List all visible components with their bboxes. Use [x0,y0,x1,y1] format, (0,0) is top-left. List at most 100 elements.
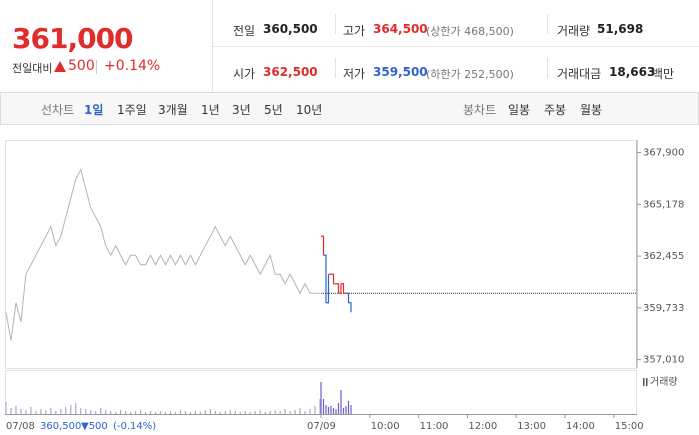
volume-bar [95,411,97,414]
volume-bar [174,412,177,414]
price-segment [326,274,330,304]
volume-bar [294,410,296,414]
volume-bar [169,411,172,414]
volume-bar [309,409,311,414]
volume-bar [332,408,335,414]
legend-change: ▼500 [81,421,108,432]
volume-bar [319,399,321,414]
volume-bar [159,411,162,414]
volume-bar [234,411,236,414]
y-tick-label: 367,900 [643,148,684,159]
volume-bar [45,410,47,414]
volume-bar [325,405,327,414]
volume-bar [342,408,345,414]
volume-bar [254,411,256,414]
volume-bar [284,409,286,414]
volume-bar [219,412,221,414]
volume-bar [15,406,17,414]
legend-change-pct: (-0.14%) [113,421,156,432]
stat-value: 359,500 [373,65,428,79]
volume-bar [314,406,316,414]
volume-bar [350,405,352,414]
volume-bar [80,408,82,414]
volume-bar [20,409,22,414]
volume-bar [259,410,261,414]
up-arrow [54,61,66,72]
volume-bar [115,412,117,414]
quote-header: 361,000 전일대비 500 +0.14% 전일 360,500 고가 36… [0,0,699,93]
volume-bar [149,411,152,414]
volume-bar [60,409,62,414]
volume-bar [345,406,347,414]
x-tick-label: 15:00 [615,421,644,432]
volume-bar [199,412,201,414]
volume-bar [269,411,271,414]
y-tick-label: 359,733 [643,303,684,314]
volume-bar [322,399,325,414]
volume-bar [10,408,12,414]
price-segment [321,235,325,256]
x-tick-label: 10:00 [371,421,400,432]
volume-bar [35,411,37,414]
volume-bar [289,411,291,414]
volume-bar [340,390,342,414]
period-tab[interactable]: 1일 [84,103,104,117]
volume-bar [110,411,112,414]
divider [212,0,213,92]
stat-value: 360,500 [263,22,318,36]
x-tick-label: 11:00 [420,421,449,432]
volume-bar [337,403,340,414]
divider [547,58,548,78]
candle-tab[interactable]: 주봉 [544,103,567,117]
period-tab[interactable]: 3년 [232,103,251,117]
plot-frame [5,140,637,369]
volume-bar [299,408,301,414]
volume-icon [646,378,648,386]
volume-bar [65,407,67,414]
period-tab[interactable]: 1주일 [117,103,147,117]
stat-note: (상한가 468,500) [426,25,514,38]
volume-bar [30,407,32,414]
stat-value: 364,500 [373,22,428,36]
volume-bar [304,411,306,414]
stat-label: 저가 [343,67,366,81]
volume-bar [164,412,167,414]
divider [335,14,336,34]
volume-bar [130,412,132,414]
period-tab[interactable]: 1년 [201,103,220,117]
period-tab[interactable]: 10년 [296,103,323,117]
volume-bar [55,411,57,414]
stat-label: 전일 [233,24,256,38]
tab-bar: 선차트 1일 1주일 3개월 1년 3년 5년 10년 봉차트 일봉 주봉 월봉 [0,92,699,125]
volume-bar [134,411,137,414]
price-line [5,168,320,341]
change: 500 [68,58,95,74]
volume-bar [204,410,206,414]
candle-tab[interactable]: 월봉 [580,103,603,117]
volume-bar [194,411,196,414]
volume-bar [50,408,52,414]
candle-tab[interactable]: 일봉 [508,103,531,117]
divider [547,14,548,34]
volume-bar [244,411,246,414]
volume-bar [75,403,77,414]
price-segment [336,283,340,294]
price-segment [331,273,335,284]
volume-bar [229,410,231,414]
volume-bar [125,411,127,414]
volume-bar [139,410,142,414]
period-tab[interactable]: 5년 [264,103,283,117]
volume-bar [120,410,122,414]
volume-bar [189,412,192,414]
x-tick-label: 07/09 [307,421,336,432]
period-tab[interactable]: 3개월 [158,103,188,117]
volume-bar [105,410,107,414]
x-tick-label: 12:00 [468,421,497,432]
tab-group-label: 봉차트 [463,103,497,117]
change-label: 전일대비 [12,62,53,75]
divider [96,60,97,74]
volume-bar [239,412,241,414]
x-tick-label: 13:00 [517,421,546,432]
